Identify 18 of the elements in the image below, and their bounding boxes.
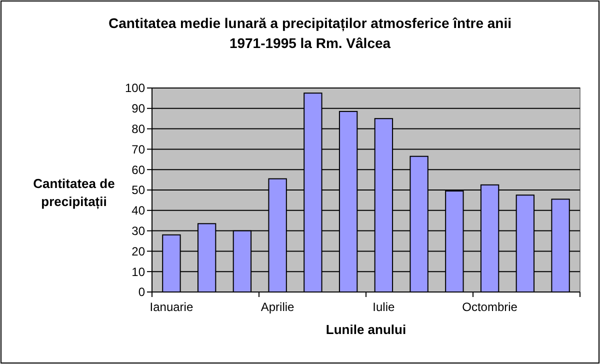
y-tick-label: 30 (132, 224, 146, 238)
y-axis-title: Cantitatea de precipitații (33, 176, 115, 210)
x-axis-title: Lunile anului (326, 322, 406, 337)
x-tick-label: Iulie (372, 300, 396, 314)
y-tick-label: 0 (138, 285, 146, 300)
y-tick-label: 90 (132, 102, 146, 116)
y-tick-label: 70 (132, 142, 146, 156)
y-tick-label: 20 (132, 244, 146, 258)
y-tick-label: 60 (132, 162, 146, 177)
chart-title: Cantitatea medie lunară a precipitaților atmosferice între anii 1971-1995 la Rm. Vâlcea (108, 15, 512, 51)
y-tick-label: 80 (132, 122, 146, 136)
x-tick-label: Octombrie (462, 300, 518, 314)
y-tick-label: 100 (124, 81, 146, 96)
y-tick-label: 50 (132, 183, 146, 198)
y-tick-label: 40 (132, 204, 146, 218)
y-tick-label: 10 (132, 264, 146, 279)
x-tick-label: Ianuarie (150, 300, 194, 314)
x-tick-label: Aprilie (260, 300, 295, 314)
